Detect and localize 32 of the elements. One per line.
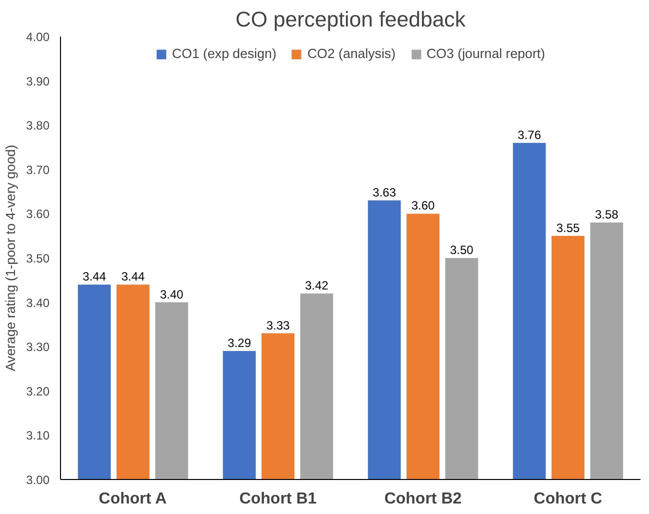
y-tick-label: 3.40 [26, 296, 50, 310]
y-tick-label: 3.30 [26, 340, 50, 354]
y-tick-label: 3.90 [26, 74, 50, 88]
data-label: 3.63 [372, 185, 396, 200]
y-tick-label: 3.00 [26, 473, 50, 487]
data-label: 3.58 [594, 208, 619, 222]
data-label: 3.42 [304, 278, 329, 292]
y-tick-label: 3.50 [26, 252, 50, 266]
x-tick-label: Cohort A [98, 490, 168, 508]
y-tick-label: 3.70 [26, 162, 50, 177]
legend-label: CO2 (analysis) [307, 46, 396, 61]
data-label: 3.40 [160, 287, 184, 302]
x-tick-label: Cohort B2 [384, 490, 462, 508]
data-label: 3.44 [121, 270, 146, 284]
data-label: 3.55 [556, 220, 580, 235]
legend-label: CO3 (journal report) [426, 46, 546, 61]
data-label: 3.29 [228, 336, 252, 350]
y-tick-label: 3.10 [26, 428, 50, 443]
data-label: 3.44 [82, 270, 106, 284]
y-tick-label: 3.20 [26, 384, 50, 398]
chart-title: CO perception feedback [235, 8, 466, 32]
data-label: 3.33 [266, 318, 290, 332]
x-tick-label: Cohort B1 [239, 490, 317, 508]
y-tick-label: 3.60 [26, 207, 50, 222]
x-tick-label: Cohort C [534, 490, 603, 508]
data-label: 3.50 [450, 243, 474, 257]
y-tick-label: 3.80 [26, 118, 50, 133]
y-tick-label: 4.00 [26, 30, 50, 44]
legend-label: CO1 (exp design) [172, 46, 276, 61]
y-axis-title: Average rating (1-poor to 4-very good) [3, 144, 18, 372]
data-label: 3.60 [411, 198, 436, 213]
data-label: 3.76 [518, 128, 542, 142]
